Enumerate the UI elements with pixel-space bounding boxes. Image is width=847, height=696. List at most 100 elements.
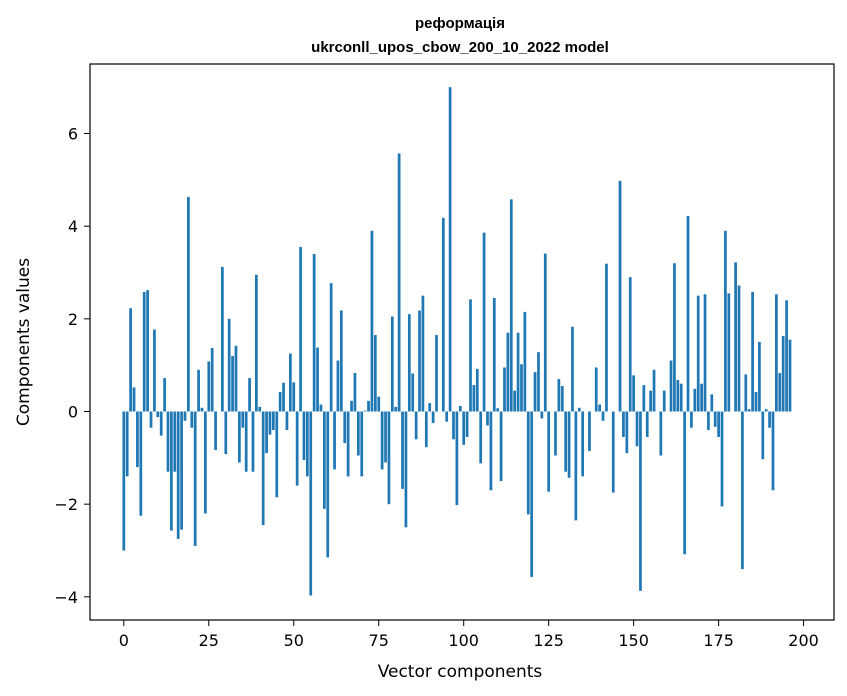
bar <box>207 361 211 412</box>
bar <box>567 411 571 478</box>
bar <box>234 345 238 412</box>
bar <box>564 411 568 472</box>
bar <box>424 411 428 448</box>
bar <box>210 348 214 412</box>
bar <box>448 87 452 412</box>
bar <box>768 411 771 428</box>
bar <box>479 411 483 464</box>
bar <box>401 411 404 489</box>
bar <box>445 411 449 422</box>
bar <box>747 409 751 412</box>
bar <box>639 411 642 591</box>
bar <box>435 335 438 412</box>
bar <box>557 379 561 412</box>
bar <box>727 293 731 412</box>
bars-group <box>122 87 792 596</box>
bar <box>163 378 166 412</box>
bar <box>380 411 384 470</box>
bar <box>125 411 129 477</box>
bar <box>761 411 765 460</box>
bar <box>132 387 136 412</box>
bar <box>142 291 146 412</box>
bar <box>418 310 421 412</box>
bar <box>530 411 534 577</box>
bar <box>482 232 486 412</box>
bar <box>397 153 401 412</box>
bar <box>703 294 707 412</box>
bar <box>146 290 149 412</box>
bar <box>469 299 472 412</box>
bar <box>312 253 316 412</box>
x-tick-label: 125 <box>533 631 564 650</box>
bar <box>339 310 343 412</box>
bar <box>659 411 663 456</box>
bar <box>472 385 476 412</box>
chart-title: реформація <box>415 15 505 32</box>
bar <box>489 411 493 491</box>
bar <box>751 291 754 412</box>
bar <box>737 285 741 412</box>
bar <box>149 411 153 428</box>
bar <box>693 388 697 412</box>
bar <box>156 411 160 418</box>
bar <box>373 335 377 412</box>
bar <box>547 411 551 492</box>
bar <box>475 368 479 412</box>
bar <box>560 386 564 412</box>
bar <box>363 410 367 412</box>
x-axis-label: Vector components <box>378 662 543 682</box>
bar <box>540 411 544 419</box>
bar <box>628 277 632 412</box>
bar <box>669 360 673 412</box>
bar <box>180 411 183 530</box>
bar <box>292 382 296 412</box>
bar <box>176 411 180 539</box>
y-tick-label: 0 <box>68 403 78 422</box>
bar <box>346 411 350 477</box>
x-tick-label: 175 <box>703 631 734 650</box>
bar <box>353 373 357 412</box>
bar <box>350 400 353 412</box>
x-axis-ticks: 0 25 50 75 100 125 150 175 200 <box>119 620 819 650</box>
y-axis-ticks: −4 −2 0 2 4 6 <box>54 125 90 607</box>
chart-subtitle: ukrconll_upos_cbow_200_10_2022 model <box>311 39 609 56</box>
bar <box>285 411 289 431</box>
bar <box>754 392 758 412</box>
bar <box>465 411 469 437</box>
bar <box>543 253 547 412</box>
bar <box>526 411 530 515</box>
bar <box>744 374 748 412</box>
bar <box>289 353 292 412</box>
bar <box>241 411 245 428</box>
x-tick-label: 0 <box>119 631 129 650</box>
bar <box>414 411 418 440</box>
bar <box>326 411 330 558</box>
bar <box>278 392 282 412</box>
bar <box>305 411 309 477</box>
x-tick-label: 100 <box>448 631 479 650</box>
bar <box>190 411 194 428</box>
bar <box>282 382 285 412</box>
bar <box>775 294 778 412</box>
bar <box>407 314 411 412</box>
y-tick-label: 2 <box>68 310 78 329</box>
bar <box>601 411 605 421</box>
bar <box>255 274 258 412</box>
bar <box>516 332 520 412</box>
bar <box>261 411 265 526</box>
bar <box>741 411 744 570</box>
plot-area-frame <box>89 63 835 621</box>
bar <box>632 375 635 412</box>
bar <box>713 411 717 427</box>
bar <box>268 411 272 435</box>
y-tick-label: −2 <box>54 495 78 514</box>
bar <box>170 411 173 531</box>
bar <box>390 316 394 412</box>
bar <box>227 318 231 412</box>
bar <box>679 383 683 412</box>
bar <box>187 196 190 412</box>
bar <box>764 409 768 412</box>
bar <box>244 411 248 472</box>
bar <box>122 411 126 551</box>
